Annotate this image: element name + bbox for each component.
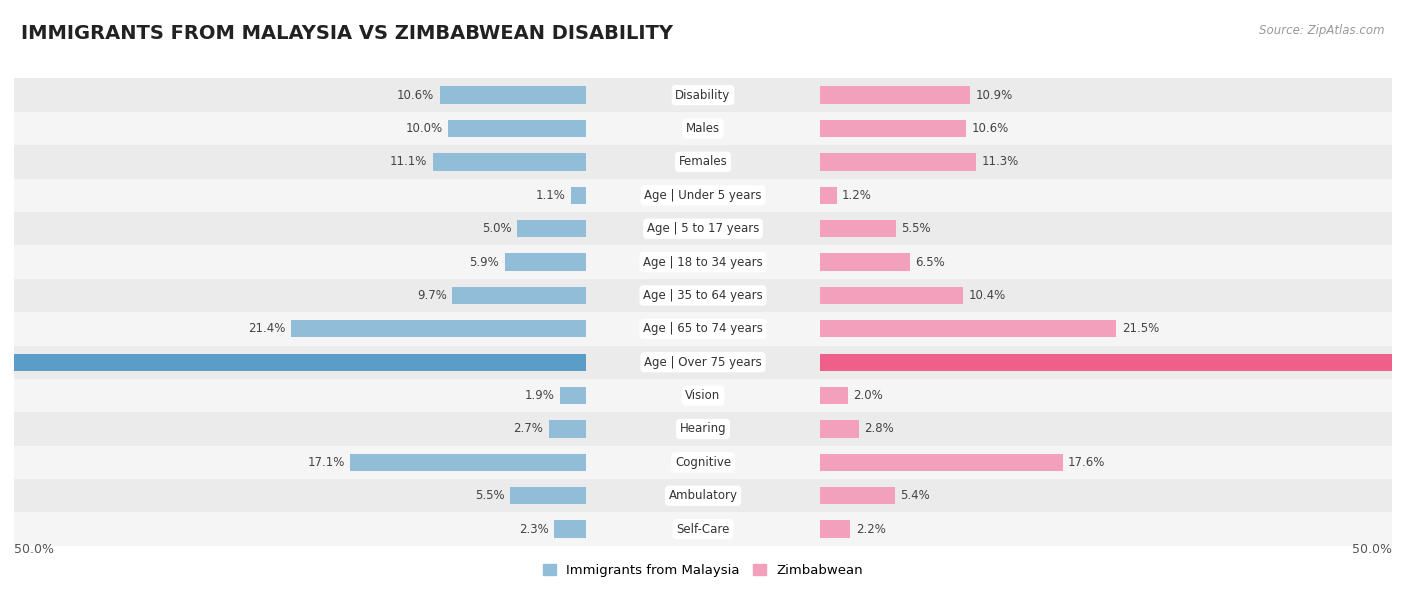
Bar <box>291 320 586 337</box>
Text: 5.5%: 5.5% <box>475 489 505 502</box>
Bar <box>350 453 586 471</box>
Text: 1.9%: 1.9% <box>524 389 554 402</box>
Bar <box>820 153 976 171</box>
Bar <box>820 120 966 137</box>
Bar <box>820 453 1063 471</box>
Text: Age | 18 to 34 years: Age | 18 to 34 years <box>643 256 763 269</box>
Bar <box>433 153 586 171</box>
Bar <box>548 420 586 438</box>
Bar <box>554 520 586 538</box>
Bar <box>14 512 1392 546</box>
Bar <box>820 220 896 237</box>
Text: 5.5%: 5.5% <box>901 222 931 235</box>
Bar <box>560 387 586 405</box>
Bar <box>820 487 894 504</box>
Bar <box>449 120 586 137</box>
Bar <box>14 278 1392 312</box>
Bar <box>820 86 970 104</box>
Text: Self-Care: Self-Care <box>676 523 730 536</box>
Bar <box>14 145 1392 179</box>
Text: Age | 65 to 74 years: Age | 65 to 74 years <box>643 323 763 335</box>
Bar <box>14 446 1392 479</box>
Text: 11.3%: 11.3% <box>981 155 1018 168</box>
Bar <box>505 253 586 271</box>
Text: 10.4%: 10.4% <box>969 289 1007 302</box>
Bar <box>14 346 1392 379</box>
Bar <box>820 520 851 538</box>
Text: 50.0%: 50.0% <box>14 543 53 556</box>
Text: Age | Under 5 years: Age | Under 5 years <box>644 188 762 202</box>
Text: 6.5%: 6.5% <box>915 256 945 269</box>
Bar <box>14 179 1392 212</box>
Bar <box>571 187 586 204</box>
Text: 2.2%: 2.2% <box>856 523 886 536</box>
Text: 1.1%: 1.1% <box>536 188 565 202</box>
Text: Cognitive: Cognitive <box>675 456 731 469</box>
Text: 11.1%: 11.1% <box>389 155 427 168</box>
Bar <box>14 78 1392 112</box>
Text: 21.5%: 21.5% <box>1122 323 1159 335</box>
Text: Ambulatory: Ambulatory <box>668 489 738 502</box>
Bar <box>820 320 1116 337</box>
Text: 5.4%: 5.4% <box>900 489 929 502</box>
Bar <box>14 212 1392 245</box>
Text: 2.8%: 2.8% <box>865 422 894 436</box>
Text: Age | 35 to 64 years: Age | 35 to 64 years <box>643 289 763 302</box>
Text: 9.7%: 9.7% <box>416 289 447 302</box>
Text: Age | 5 to 17 years: Age | 5 to 17 years <box>647 222 759 235</box>
Bar <box>820 387 848 405</box>
Bar <box>820 187 837 204</box>
Text: 17.1%: 17.1% <box>308 456 344 469</box>
Text: IMMIGRANTS FROM MALAYSIA VS ZIMBABWEAN DISABILITY: IMMIGRANTS FROM MALAYSIA VS ZIMBABWEAN D… <box>21 24 673 43</box>
Text: 21.4%: 21.4% <box>247 323 285 335</box>
Text: Age | Over 75 years: Age | Over 75 years <box>644 356 762 368</box>
Text: Hearing: Hearing <box>679 422 727 436</box>
Text: 5.9%: 5.9% <box>470 256 499 269</box>
Bar <box>14 112 1392 145</box>
Text: Females: Females <box>679 155 727 168</box>
Text: 2.3%: 2.3% <box>519 523 548 536</box>
Bar <box>820 253 910 271</box>
Bar <box>820 354 1406 371</box>
Text: 50.0%: 50.0% <box>1353 543 1392 556</box>
Text: 2.0%: 2.0% <box>853 389 883 402</box>
Bar <box>14 479 1392 512</box>
Bar <box>0 354 586 371</box>
Text: 10.0%: 10.0% <box>405 122 443 135</box>
Text: 17.6%: 17.6% <box>1069 456 1105 469</box>
Bar <box>453 287 586 304</box>
Legend: Immigrants from Malaysia, Zimbabwean: Immigrants from Malaysia, Zimbabwean <box>537 559 869 583</box>
Text: 10.6%: 10.6% <box>972 122 1010 135</box>
Text: Disability: Disability <box>675 89 731 102</box>
Text: 5.0%: 5.0% <box>482 222 512 235</box>
Text: Males: Males <box>686 122 720 135</box>
Bar <box>820 420 859 438</box>
Bar <box>517 220 586 237</box>
Bar <box>510 487 586 504</box>
Bar <box>14 412 1392 446</box>
Text: Vision: Vision <box>685 389 721 402</box>
Text: 10.6%: 10.6% <box>396 89 434 102</box>
Bar <box>14 379 1392 412</box>
Text: Source: ZipAtlas.com: Source: ZipAtlas.com <box>1260 24 1385 37</box>
Bar <box>820 287 963 304</box>
Bar <box>14 312 1392 346</box>
Bar <box>14 245 1392 278</box>
Bar <box>440 86 586 104</box>
Text: 10.9%: 10.9% <box>976 89 1014 102</box>
Text: 1.2%: 1.2% <box>842 188 872 202</box>
Text: 2.7%: 2.7% <box>513 422 543 436</box>
